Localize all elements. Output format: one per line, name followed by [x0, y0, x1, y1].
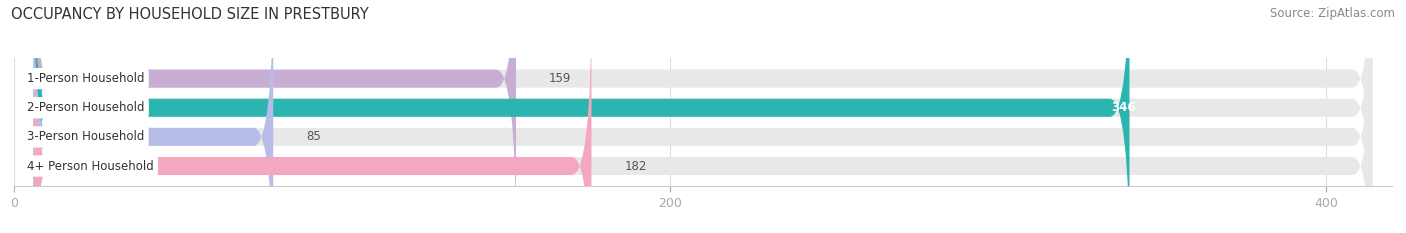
FancyBboxPatch shape	[34, 0, 1372, 233]
Text: 1-Person Household: 1-Person Household	[27, 72, 145, 85]
Text: OCCUPANCY BY HOUSEHOLD SIZE IN PRESTBURY: OCCUPANCY BY HOUSEHOLD SIZE IN PRESTBURY	[11, 7, 368, 22]
FancyBboxPatch shape	[34, 0, 516, 233]
Text: 2-Person Household: 2-Person Household	[27, 101, 145, 114]
Text: 4+ Person Household: 4+ Person Household	[27, 160, 153, 172]
FancyBboxPatch shape	[34, 0, 592, 233]
FancyBboxPatch shape	[34, 0, 273, 233]
FancyBboxPatch shape	[34, 0, 1129, 233]
FancyBboxPatch shape	[34, 0, 1372, 233]
Text: 85: 85	[307, 130, 321, 143]
Text: 159: 159	[548, 72, 571, 85]
Text: 3-Person Household: 3-Person Household	[27, 130, 145, 143]
FancyBboxPatch shape	[34, 0, 1372, 233]
Text: 346: 346	[1111, 101, 1136, 114]
Text: Source: ZipAtlas.com: Source: ZipAtlas.com	[1270, 7, 1395, 20]
FancyBboxPatch shape	[34, 0, 1372, 233]
Text: 182: 182	[624, 160, 647, 172]
